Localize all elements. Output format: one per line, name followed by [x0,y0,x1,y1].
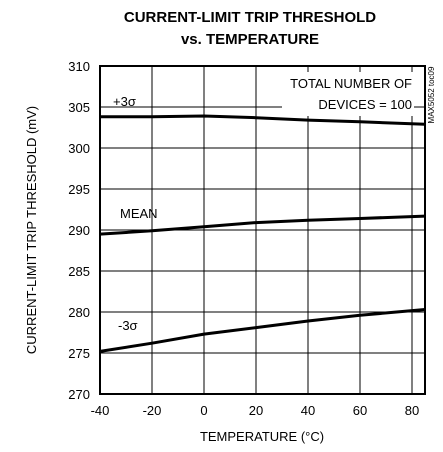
y-tick-label: 290 [68,223,90,238]
y-tick-label: 300 [68,141,90,156]
x-tick-label: -20 [143,403,162,418]
annotation-line-2: DEVICES = 100 [318,97,412,112]
x-tick-label: 0 [200,403,207,418]
x-tick-label: 80 [405,403,419,418]
y-tick-labels: 270 275 280 285 290 295 300 305 310 [68,59,90,402]
annotation-line-1: TOTAL NUMBER OF [290,76,412,91]
series-line-mean [99,214,426,236]
y-axis-label: CURRENT-LIMIT TRIP THRESHOLD (mV) [24,106,39,354]
x-tick-labels: -40 -20 0 20 40 60 80 [91,403,420,418]
chart-title-line-2: vs. TEMPERATURE [181,31,319,48]
y-tick-label: 280 [68,305,90,320]
plot-frame [99,65,426,395]
annotation-background [282,72,414,116]
x-tick-label: -40 [91,403,110,418]
y-tick-label: 275 [68,346,90,361]
figure-code: MAX5052 toc09 [427,66,436,123]
x-axis-label: TEMPERATURE (°C) [200,429,324,444]
x-tick-label: 20 [249,403,263,418]
y-tick-label: 310 [68,59,90,74]
series-line-minus-3-sigma [99,308,426,353]
chart-title-line-1: CURRENT-LIMIT TRIP THRESHOLD [124,9,376,26]
x-tick-label: 40 [301,403,315,418]
series-label-minus-3-sigma: -3σ [118,318,138,333]
series-label-plus-3-sigma: +3σ [113,94,136,109]
x-tick-label: 60 [353,403,367,418]
series-line-plus-3-sigma [100,114,426,126]
y-tick-label: 270 [68,387,90,402]
series-label-mean: MEAN [120,206,158,221]
y-tick-label: 305 [68,100,90,115]
y-tick-label: 285 [68,264,90,279]
y-tick-label: 295 [68,182,90,197]
series-lines [99,114,426,353]
